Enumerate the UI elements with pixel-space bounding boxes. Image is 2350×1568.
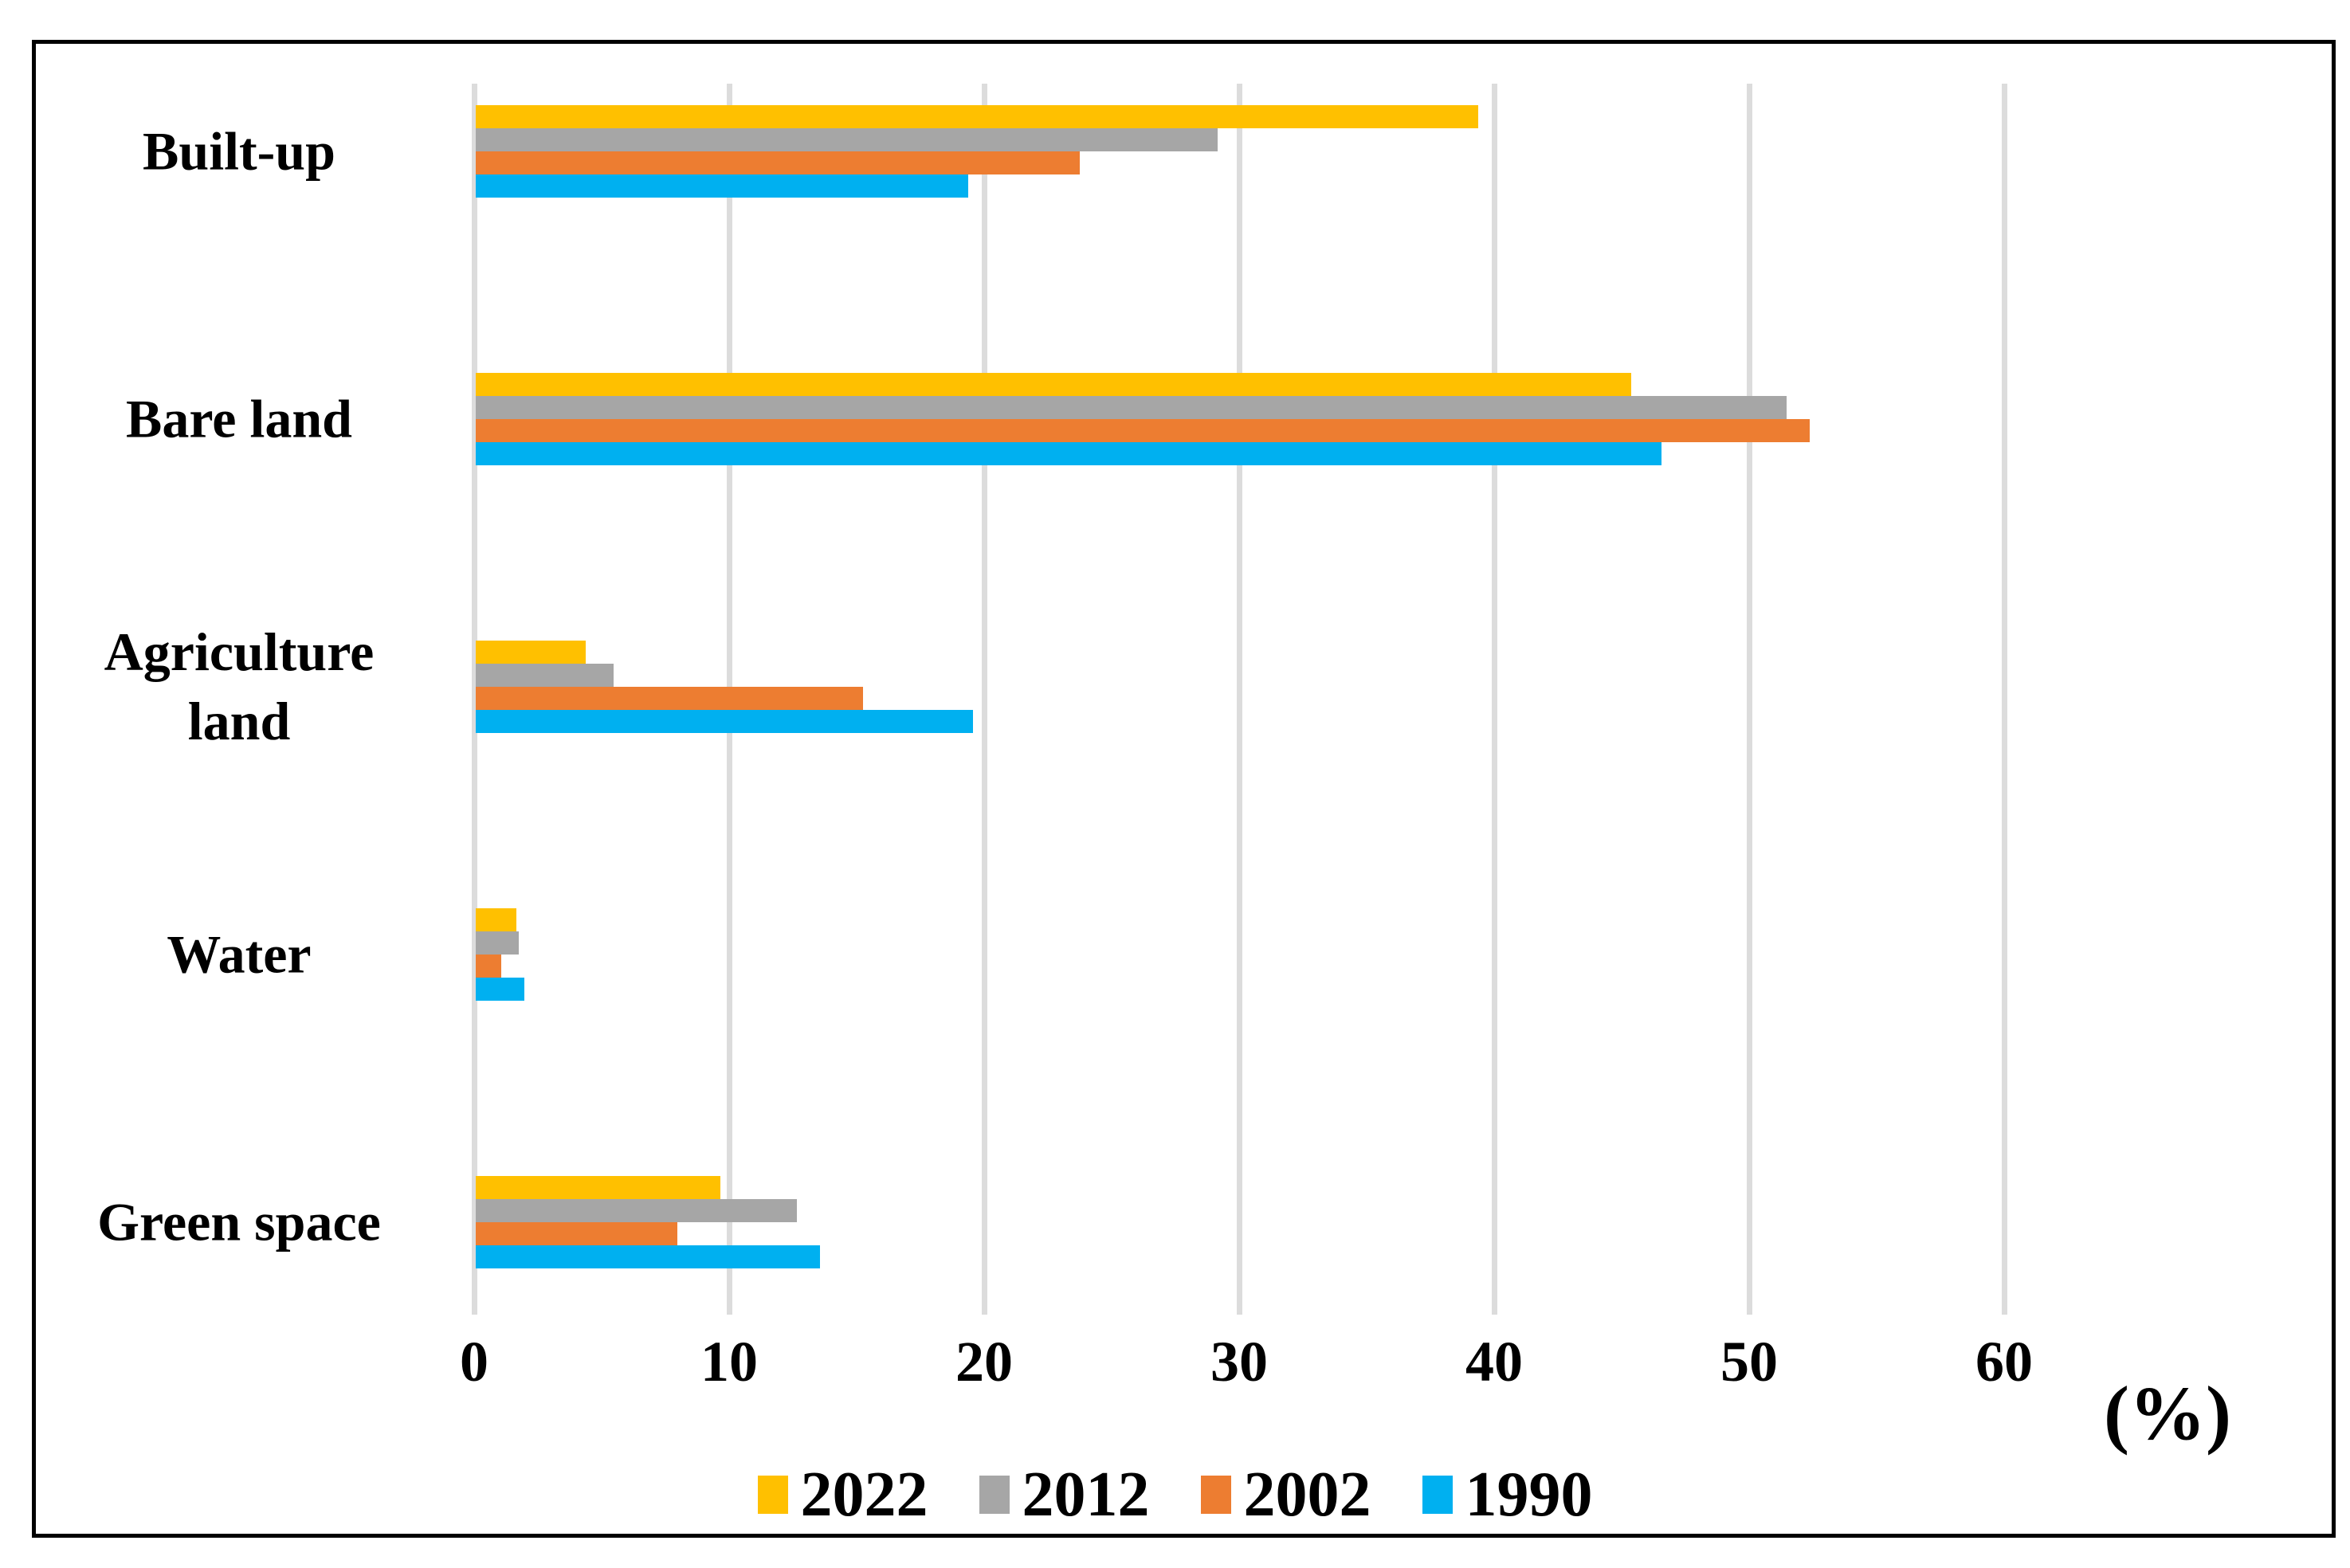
bar-2022 bbox=[476, 373, 1631, 396]
bar-2012 bbox=[476, 396, 1787, 419]
bar-1990 bbox=[476, 1245, 820, 1268]
category-label: Green space bbox=[97, 1191, 381, 1252]
legend-label: 2002 bbox=[1243, 1460, 1371, 1530]
x-tick-label: 10 bbox=[700, 1330, 758, 1394]
category-label: Agriculture land bbox=[104, 621, 375, 751]
bar-2002 bbox=[476, 419, 1810, 442]
chart-frame bbox=[32, 40, 2336, 1538]
x-tick-label: 30 bbox=[1210, 1330, 1268, 1394]
bar-2022 bbox=[476, 1176, 721, 1199]
legend-item-2022: 2022 bbox=[757, 1460, 928, 1530]
legend-item-1990: 1990 bbox=[1422, 1463, 1593, 1527]
legend-swatch-icon bbox=[1200, 1476, 1231, 1514]
bar-1990 bbox=[476, 174, 968, 198]
x-tick-label: 60 bbox=[1975, 1330, 2033, 1394]
legend-item-2012: 2012 bbox=[979, 1463, 1150, 1527]
axis-unit-label: (%) bbox=[2104, 1370, 2231, 1456]
bar-2022 bbox=[476, 105, 1478, 128]
x-tick-label: 0 bbox=[460, 1330, 488, 1394]
category-label: Water bbox=[167, 923, 312, 985]
gridline bbox=[471, 84, 477, 1315]
bar-1990 bbox=[476, 710, 973, 733]
bar-2012 bbox=[476, 1199, 798, 1222]
bar-2002 bbox=[476, 687, 864, 710]
gridline bbox=[1746, 84, 1752, 1315]
gridline bbox=[2001, 84, 2007, 1315]
legend-swatch-icon bbox=[979, 1476, 1010, 1514]
bar-2002 bbox=[476, 955, 501, 978]
bar-2002 bbox=[476, 1222, 677, 1245]
x-tick-label: 20 bbox=[955, 1330, 1013, 1394]
bar-2012 bbox=[476, 931, 520, 955]
legend-item-2002: 2002 bbox=[1200, 1460, 1371, 1530]
x-tick-label: 40 bbox=[1465, 1330, 1523, 1394]
legend-label: 1990 bbox=[1465, 1460, 1593, 1530]
category-label: Bare land bbox=[125, 388, 353, 449]
gridline bbox=[1236, 84, 1242, 1315]
bar-1990 bbox=[476, 978, 524, 1001]
chart-legend: 2022 2012 2002 1990 bbox=[0, 1463, 2350, 1527]
legend-swatch-icon bbox=[1422, 1476, 1453, 1514]
legend-label: 2012 bbox=[1022, 1460, 1150, 1530]
bar-2012 bbox=[476, 664, 614, 687]
bar-2022 bbox=[476, 641, 586, 664]
legend-label: 2022 bbox=[800, 1460, 928, 1530]
category-label: Built-up bbox=[143, 120, 335, 182]
bar-2022 bbox=[476, 908, 517, 931]
legend-swatch-icon bbox=[757, 1476, 788, 1514]
bar-2012 bbox=[476, 128, 1218, 151]
gridline bbox=[1491, 84, 1497, 1315]
bar-1990 bbox=[476, 442, 1661, 465]
gridline bbox=[981, 84, 987, 1315]
bar-2002 bbox=[476, 151, 1081, 174]
x-tick-label: 50 bbox=[1720, 1330, 1778, 1394]
